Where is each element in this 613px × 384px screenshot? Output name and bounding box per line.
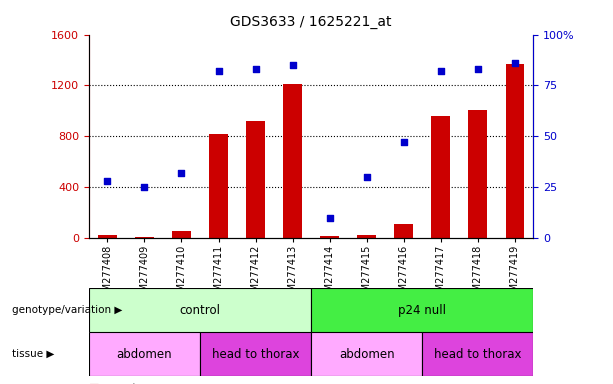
Bar — [200, 332, 311, 376]
Text: tissue ▶: tissue ▶ — [12, 349, 55, 359]
Bar — [135, 237, 154, 238]
Text: abdomen: abdomen — [116, 348, 172, 361]
Text: count: count — [107, 383, 137, 384]
Point — [140, 184, 150, 190]
Text: control: control — [180, 304, 221, 316]
Bar — [311, 288, 533, 332]
Bar — [89, 288, 311, 332]
Text: head to thorax: head to thorax — [212, 348, 299, 361]
Point — [325, 215, 335, 221]
Bar — [394, 224, 413, 238]
Bar — [468, 109, 487, 238]
Point — [177, 170, 186, 176]
Bar — [172, 231, 191, 238]
Point — [213, 68, 223, 74]
Text: p24 null: p24 null — [398, 304, 446, 316]
Bar — [357, 235, 376, 238]
Bar — [209, 134, 228, 238]
Text: genotype/variation ▶: genotype/variation ▶ — [12, 305, 123, 315]
Bar — [283, 84, 302, 238]
Point — [251, 66, 261, 72]
Bar — [432, 116, 450, 238]
Title: GDS3633 / 1625221_at: GDS3633 / 1625221_at — [230, 15, 392, 29]
Point — [399, 139, 409, 146]
Point — [102, 178, 112, 184]
Bar — [246, 121, 265, 238]
Point — [473, 66, 482, 72]
Point — [287, 62, 297, 68]
Text: abdomen: abdomen — [339, 348, 394, 361]
Bar — [89, 332, 200, 376]
Bar — [506, 64, 524, 238]
Bar — [321, 236, 339, 238]
Point — [436, 68, 446, 74]
Text: ■: ■ — [89, 383, 99, 384]
Text: head to thorax: head to thorax — [434, 348, 522, 361]
Bar — [311, 332, 422, 376]
Point — [510, 60, 520, 66]
Bar — [422, 332, 533, 376]
Bar — [98, 235, 116, 238]
Point — [362, 174, 371, 180]
